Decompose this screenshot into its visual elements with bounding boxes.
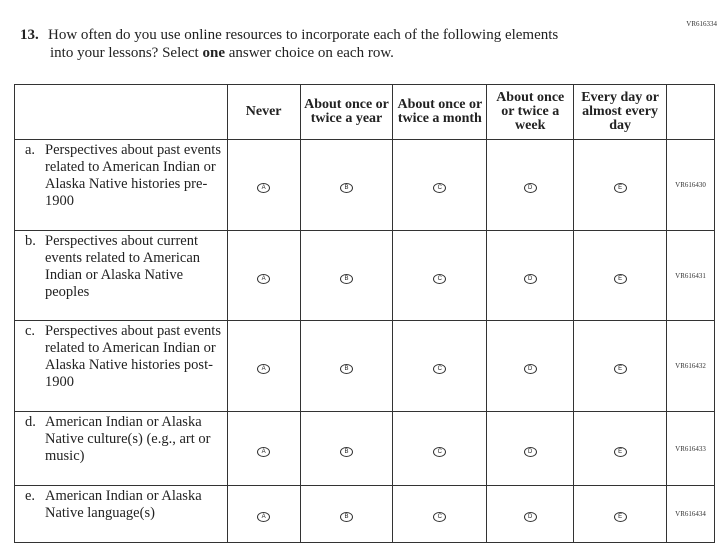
- option-cell[interactable]: B: [299, 139, 394, 231]
- row-id: VR616433: [666, 411, 715, 486]
- row-text: Perspectives about past events related t…: [45, 142, 221, 209]
- option-cell[interactable]: C: [392, 320, 488, 412]
- radio-bubble-b[interactable]: B: [340, 273, 353, 284]
- emphasis-one: one: [202, 45, 225, 61]
- row-letter: a.: [25, 142, 36, 158]
- question-line2-end: answer choice on each row.: [224, 45, 394, 61]
- option-cell[interactable]: C: [392, 485, 488, 543]
- page-id: VR616334: [686, 20, 717, 28]
- radio-bubble-c[interactable]: C: [433, 512, 447, 522]
- radio-bubble-d[interactable]: D: [523, 183, 537, 193]
- row-letter: e.: [25, 488, 36, 504]
- radio-bubble-c[interactable]: C: [433, 183, 447, 193]
- radio-bubble-b[interactable]: B: [340, 183, 353, 193]
- radio-bubble-d[interactable]: D: [523, 512, 537, 522]
- option-cell[interactable]: A: [226, 139, 301, 231]
- radio-bubble-e[interactable]: E: [613, 446, 627, 457]
- row-text: American Indian or Alaska Native languag…: [45, 488, 202, 521]
- option-cell[interactable]: D: [486, 320, 575, 412]
- column-header: About once or twice a week: [486, 84, 575, 140]
- option-cell[interactable]: E: [573, 139, 668, 231]
- option-cell[interactable]: C: [392, 139, 488, 231]
- row-label: c. Perspectives about past events related…: [14, 320, 228, 412]
- row-label: e. American Indian or Alaska Native langu…: [14, 485, 228, 543]
- column-header: Every day or almost every day: [573, 84, 668, 140]
- question-line2: into your lessons? Select: [50, 45, 203, 61]
- header-blank: [14, 84, 228, 140]
- row-id: VR616434: [666, 485, 715, 543]
- header-id-blank: [666, 84, 715, 140]
- radio-bubble-c[interactable]: C: [433, 364, 447, 374]
- row-id: VR616431: [666, 230, 715, 321]
- option-cell[interactable]: D: [486, 139, 575, 231]
- row-letter: b.: [25, 233, 36, 249]
- table-row: e. American Indian or Alaska Native langu…: [14, 485, 715, 543]
- column-header: About once or twice a month: [392, 84, 488, 140]
- answer-grid: Never About once or twice a year About onc…: [14, 84, 715, 543]
- row-letter: d.: [25, 414, 36, 430]
- row-text: American Indian or Alaska Native culture…: [45, 414, 211, 464]
- table-row: b. Perspectives about current events rela…: [14, 230, 715, 321]
- radio-bubble-a[interactable]: A: [257, 512, 271, 522]
- option-cell[interactable]: D: [486, 485, 575, 543]
- table-row: a. Perspectives about past events related…: [14, 139, 715, 231]
- radio-bubble-d[interactable]: D: [523, 364, 537, 374]
- option-cell[interactable]: B: [299, 320, 394, 412]
- option-cell[interactable]: A: [226, 485, 301, 543]
- table-row: c. Perspectives about past events related…: [14, 320, 715, 412]
- option-cell[interactable]: B: [299, 485, 394, 543]
- row-label: a. Perspectives about past events related…: [14, 139, 228, 231]
- radio-bubble-e[interactable]: E: [613, 512, 627, 522]
- row-letter: c.: [25, 323, 36, 339]
- radio-bubble-a[interactable]: A: [257, 446, 271, 457]
- option-cell[interactable]: A: [226, 230, 301, 321]
- radio-bubble-e[interactable]: E: [613, 364, 627, 374]
- option-cell[interactable]: D: [486, 230, 575, 321]
- option-cell[interactable]: A: [226, 411, 301, 486]
- option-cell[interactable]: E: [573, 485, 668, 543]
- radio-bubble-d[interactable]: D: [523, 273, 537, 284]
- option-cell[interactable]: B: [299, 411, 394, 486]
- radio-bubble-b[interactable]: B: [340, 512, 353, 522]
- radio-bubble-b[interactable]: B: [340, 364, 353, 374]
- option-cell[interactable]: C: [392, 230, 488, 321]
- radio-bubble-c[interactable]: C: [433, 273, 447, 284]
- column-header: Never: [226, 84, 301, 140]
- radio-bubble-a[interactable]: A: [257, 273, 271, 284]
- radio-bubble-b[interactable]: B: [340, 446, 353, 457]
- radio-bubble-c[interactable]: C: [433, 446, 447, 457]
- option-cell[interactable]: A: [226, 320, 301, 412]
- row-id: VR616430: [666, 139, 715, 231]
- column-header: About once or twice a year: [299, 84, 394, 140]
- option-cell[interactable]: E: [573, 320, 668, 412]
- radio-bubble-a[interactable]: A: [257, 364, 271, 374]
- option-cell[interactable]: B: [299, 230, 394, 321]
- radio-bubble-e[interactable]: E: [613, 183, 627, 193]
- row-text: Perspectives about past events related t…: [45, 323, 221, 390]
- row-label: d. American Indian or Alaska Native cultu…: [14, 411, 228, 486]
- option-cell[interactable]: E: [573, 411, 668, 486]
- question-number: 13.: [20, 27, 39, 43]
- option-cell[interactable]: E: [573, 230, 668, 321]
- row-label: b. Perspectives about current events rela…: [14, 230, 228, 321]
- radio-bubble-a[interactable]: A: [257, 183, 271, 193]
- row-text: Perspectives about current events relate…: [45, 233, 201, 300]
- table-row: d. American Indian or Alaska Native cultu…: [14, 411, 715, 486]
- question-line1: How often do you use online resources to…: [48, 27, 559, 43]
- option-cell[interactable]: D: [486, 411, 575, 486]
- question-text: 13. How often do you use online resources…: [20, 26, 660, 62]
- option-cell[interactable]: C: [392, 411, 488, 486]
- radio-bubble-e[interactable]: E: [613, 273, 627, 284]
- row-id: VR616432: [666, 320, 715, 412]
- radio-bubble-d[interactable]: D: [523, 446, 537, 457]
